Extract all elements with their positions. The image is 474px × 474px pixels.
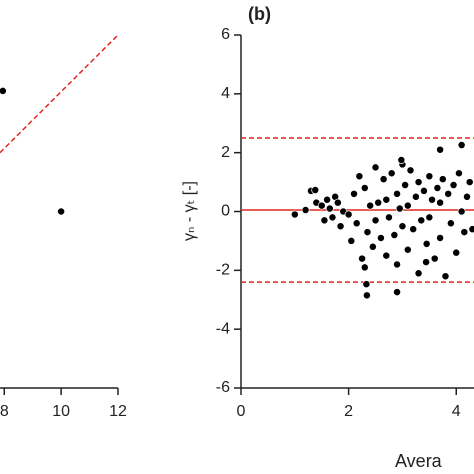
data-point [417, 216, 426, 225]
y-axis-label: γₙ - γₜ [-] [181, 181, 198, 241]
y-tick-label: -2 [216, 262, 230, 279]
data-point [454, 169, 463, 178]
data-point [317, 201, 326, 210]
data-point [436, 198, 445, 207]
data-point [422, 239, 431, 248]
data-point [414, 178, 423, 187]
data-point [290, 210, 299, 219]
x-tick-label: 2 [344, 403, 353, 420]
data-point [360, 184, 369, 192]
data-point [452, 248, 461, 257]
data-point [368, 242, 377, 251]
data-point [430, 254, 439, 263]
data-point [411, 192, 420, 201]
data-point [398, 222, 407, 231]
data-point [433, 184, 442, 192]
data-point [425, 172, 434, 181]
x-tick-label: 8 [0, 403, 9, 420]
data-point [362, 291, 371, 300]
data-point [374, 198, 383, 207]
data-point [457, 207, 466, 216]
data-point [366, 201, 375, 210]
data-point [362, 280, 371, 289]
data-point [444, 189, 453, 198]
y-tick-label: 2 [221, 144, 230, 161]
panel-title: (b) [248, 4, 271, 24]
data-point [420, 186, 428, 195]
data-point [438, 175, 447, 184]
data-point [414, 269, 423, 278]
y-tick-label: -6 [216, 379, 230, 396]
data-point [463, 192, 471, 201]
data-point [371, 163, 380, 172]
data-point [355, 172, 364, 181]
y-tick-label: 6 [221, 26, 230, 43]
data-point [344, 210, 353, 219]
data-point [336, 222, 345, 231]
data-point [403, 245, 412, 254]
data-point [395, 204, 404, 213]
data-point [376, 234, 385, 242]
data-point [358, 254, 367, 263]
x-tick-label: 10 [52, 403, 70, 420]
data-point [57, 207, 66, 216]
data-point [328, 213, 337, 222]
data-point [449, 181, 458, 189]
data-point [347, 236, 356, 245]
data-point [460, 228, 469, 237]
data-point [379, 175, 388, 184]
data-point [457, 141, 466, 149]
data-point [301, 206, 310, 214]
data-point [390, 231, 399, 239]
data-point [393, 260, 402, 269]
data-point [446, 219, 455, 228]
data-point [436, 234, 445, 242]
data-point [422, 258, 431, 267]
data-point [441, 272, 450, 281]
y-tick-label: -4 [216, 320, 230, 337]
data-point [311, 186, 320, 194]
data-point [382, 251, 391, 260]
reference-line [0, 34, 119, 154]
data-point [428, 195, 436, 204]
data-point [409, 225, 418, 234]
data-point [0, 86, 7, 95]
data-point [387, 169, 396, 178]
data-point [406, 166, 415, 175]
data-point [352, 219, 361, 228]
data-point [325, 204, 334, 213]
y-tick-label: 4 [221, 85, 230, 102]
data-point [465, 178, 474, 187]
data-point [436, 145, 445, 154]
data-point [333, 198, 342, 207]
x-axis-label: Avera [395, 451, 443, 471]
data-point [371, 216, 380, 225]
data-point [350, 189, 358, 198]
data-point [425, 213, 434, 222]
data-point [382, 195, 391, 204]
data-point [403, 201, 412, 210]
data-point [363, 228, 372, 237]
data-point [323, 195, 332, 204]
data-point [397, 156, 406, 164]
data-point [393, 288, 402, 297]
y-tick-label: 0 [221, 203, 230, 220]
data-point [385, 213, 393, 222]
data-point [320, 216, 329, 225]
data-point [401, 181, 410, 189]
x-tick-label: 0 [237, 403, 246, 420]
data-point [393, 189, 402, 198]
x-tick-label: 12 [109, 403, 127, 420]
data-point [468, 225, 474, 234]
x-tick-label: 4 [452, 403, 461, 420]
data-point [360, 263, 369, 272]
